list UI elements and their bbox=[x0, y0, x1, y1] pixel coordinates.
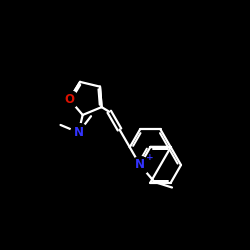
Text: O: O bbox=[64, 93, 74, 106]
Text: N: N bbox=[74, 126, 84, 139]
Text: +: + bbox=[146, 154, 153, 162]
Text: N: N bbox=[135, 158, 145, 172]
